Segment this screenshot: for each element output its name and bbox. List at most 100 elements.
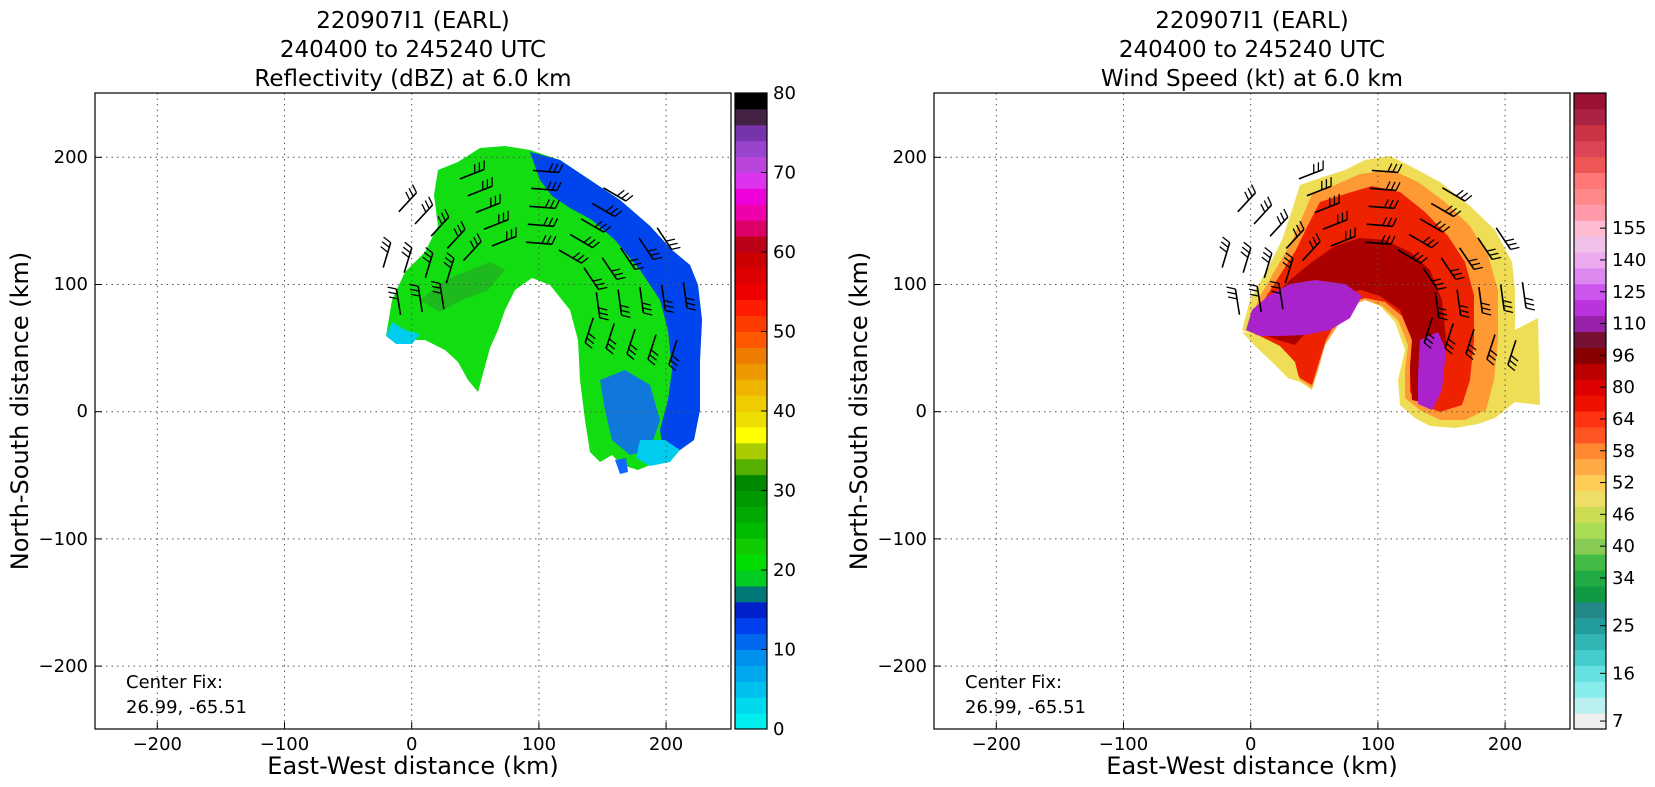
wind-barb xyxy=(1521,282,1535,311)
wind-barb xyxy=(1226,286,1241,315)
wind-barb xyxy=(1298,160,1324,180)
wind-barb xyxy=(1371,163,1403,174)
wind-barb xyxy=(638,237,663,261)
colorbar-tick-label: 7 xyxy=(1612,711,1623,732)
wind-barb xyxy=(558,249,589,264)
colorbar-swatch xyxy=(735,442,767,460)
wind-barb xyxy=(475,194,501,214)
wind-barb xyxy=(583,267,608,291)
colorbar-tick-label: 64 xyxy=(1612,409,1635,430)
y-tick-label: 0 xyxy=(77,401,88,422)
y-tick-label: 200 xyxy=(54,147,88,168)
colorbar-swatch xyxy=(1574,697,1606,714)
wind-darkred-band xyxy=(1256,238,1446,404)
wind-barb xyxy=(401,241,413,273)
wind-speed-panel: 220907I1 (EARL) 240400 to 245240 UTC Win… xyxy=(845,8,1646,780)
colorbar-swatch xyxy=(735,522,767,539)
reflectivity-tick-marks xyxy=(95,156,667,729)
wind-barb xyxy=(682,282,696,311)
wind-barb xyxy=(1495,227,1520,251)
wind-edge-west xyxy=(1242,332,1300,382)
wind-barb xyxy=(668,339,680,372)
colorbar-swatch xyxy=(1574,363,1606,380)
center-fix-label: Center Fix: xyxy=(126,672,223,693)
colorbar-swatch xyxy=(1574,315,1606,332)
center-fix-label: Center Fix: xyxy=(965,672,1062,693)
wind-barb xyxy=(1253,196,1273,225)
colorbar-swatch xyxy=(1574,395,1606,412)
colorbar-tick-label: 0 xyxy=(773,719,784,740)
wind-speed-tick-marks xyxy=(934,156,1506,729)
y-tick-label: 0 xyxy=(916,401,927,422)
colorbar-swatch xyxy=(735,395,767,412)
colorbar-swatch xyxy=(1574,490,1606,507)
y-axis-label: North-South distance (km) xyxy=(845,252,873,571)
colorbar-swatch xyxy=(735,204,767,221)
colorbar-swatch xyxy=(735,379,767,396)
reflectivity-dark-cores xyxy=(420,262,505,312)
colorbar-swatch xyxy=(1574,124,1606,142)
wind-barb xyxy=(1477,237,1502,261)
colorbar-swatch xyxy=(735,236,767,253)
wind-barb xyxy=(1282,252,1294,284)
wind-barb xyxy=(1434,291,1448,321)
wind-barb xyxy=(1444,323,1456,355)
colorbar-swatch xyxy=(1574,601,1606,619)
wind-speed-colorbar-frame xyxy=(1573,92,1607,730)
wind-barb xyxy=(430,208,450,237)
colorbar-swatch xyxy=(1574,188,1606,205)
colorbar-swatch xyxy=(1574,204,1606,221)
colorbar-tick-label: 140 xyxy=(1612,250,1646,271)
colorbar-swatch xyxy=(1574,442,1606,460)
colorbar-tick-label: 40 xyxy=(773,401,796,422)
x-tick-label: 100 xyxy=(522,734,556,755)
wind-barb xyxy=(1499,284,1514,314)
chart-title-line-2: 240400 to 245240 UTC xyxy=(1119,37,1385,63)
colorbar-tick-label: 125 xyxy=(1612,282,1646,303)
colorbar-swatch xyxy=(735,617,767,635)
colorbar-tick-label: 50 xyxy=(773,322,796,343)
colorbar-tick-label: 30 xyxy=(773,481,796,502)
wind-barb xyxy=(1269,280,1284,310)
wind-barb xyxy=(446,220,466,249)
y-tick-label: −200 xyxy=(39,656,88,677)
wind-barb xyxy=(1370,181,1401,192)
wind-barb xyxy=(1419,218,1451,233)
reflectivity-inner-mid xyxy=(600,370,660,455)
colorbar-swatch xyxy=(1574,506,1606,523)
colorbar-swatch xyxy=(735,411,767,428)
colorbar-swatch xyxy=(1574,554,1606,571)
colorbar-swatch xyxy=(1574,681,1606,698)
x-tick-label: −100 xyxy=(260,734,309,755)
colorbar-tick-label: 70 xyxy=(773,163,796,184)
colorbar-swatch xyxy=(1574,474,1606,491)
wind-barb xyxy=(647,334,659,366)
wind-barb xyxy=(1430,202,1462,218)
x-tick-label: −100 xyxy=(1099,734,1148,755)
colorbar-swatch xyxy=(735,554,767,571)
colorbar-tick-label: 25 xyxy=(1612,616,1635,637)
colorbar-swatch xyxy=(1574,220,1606,237)
wind-barb xyxy=(1486,334,1498,366)
reflectivity-edge-west xyxy=(386,322,420,344)
wind-barb xyxy=(1507,339,1519,372)
colorbar-swatch xyxy=(735,188,767,205)
y-tick-label: −100 xyxy=(39,529,88,550)
colorbar-swatch xyxy=(735,681,767,698)
colorbar-swatch xyxy=(1574,570,1606,587)
x-axis-label: East-West distance (km) xyxy=(1106,752,1397,780)
colorbar-swatch xyxy=(1574,299,1606,317)
colorbar-tick-label: 110 xyxy=(1612,314,1646,335)
colorbar-swatch xyxy=(1574,93,1606,110)
colorbar-swatch xyxy=(1574,140,1606,158)
wind-barb xyxy=(595,291,609,321)
colorbar-swatch xyxy=(1574,633,1606,650)
reflectivity-panel: 220907I1 (EARL) 240400 to 245240 UTC Ref… xyxy=(6,8,796,780)
colorbar-tick-label: 20 xyxy=(773,560,796,581)
colorbar-swatch xyxy=(735,713,767,730)
colorbar-swatch xyxy=(735,347,767,364)
colorbar-swatch xyxy=(735,490,767,507)
wind-barb xyxy=(1397,249,1428,264)
colorbar-swatch xyxy=(735,585,767,603)
x-tick-label: 0 xyxy=(1245,734,1256,755)
